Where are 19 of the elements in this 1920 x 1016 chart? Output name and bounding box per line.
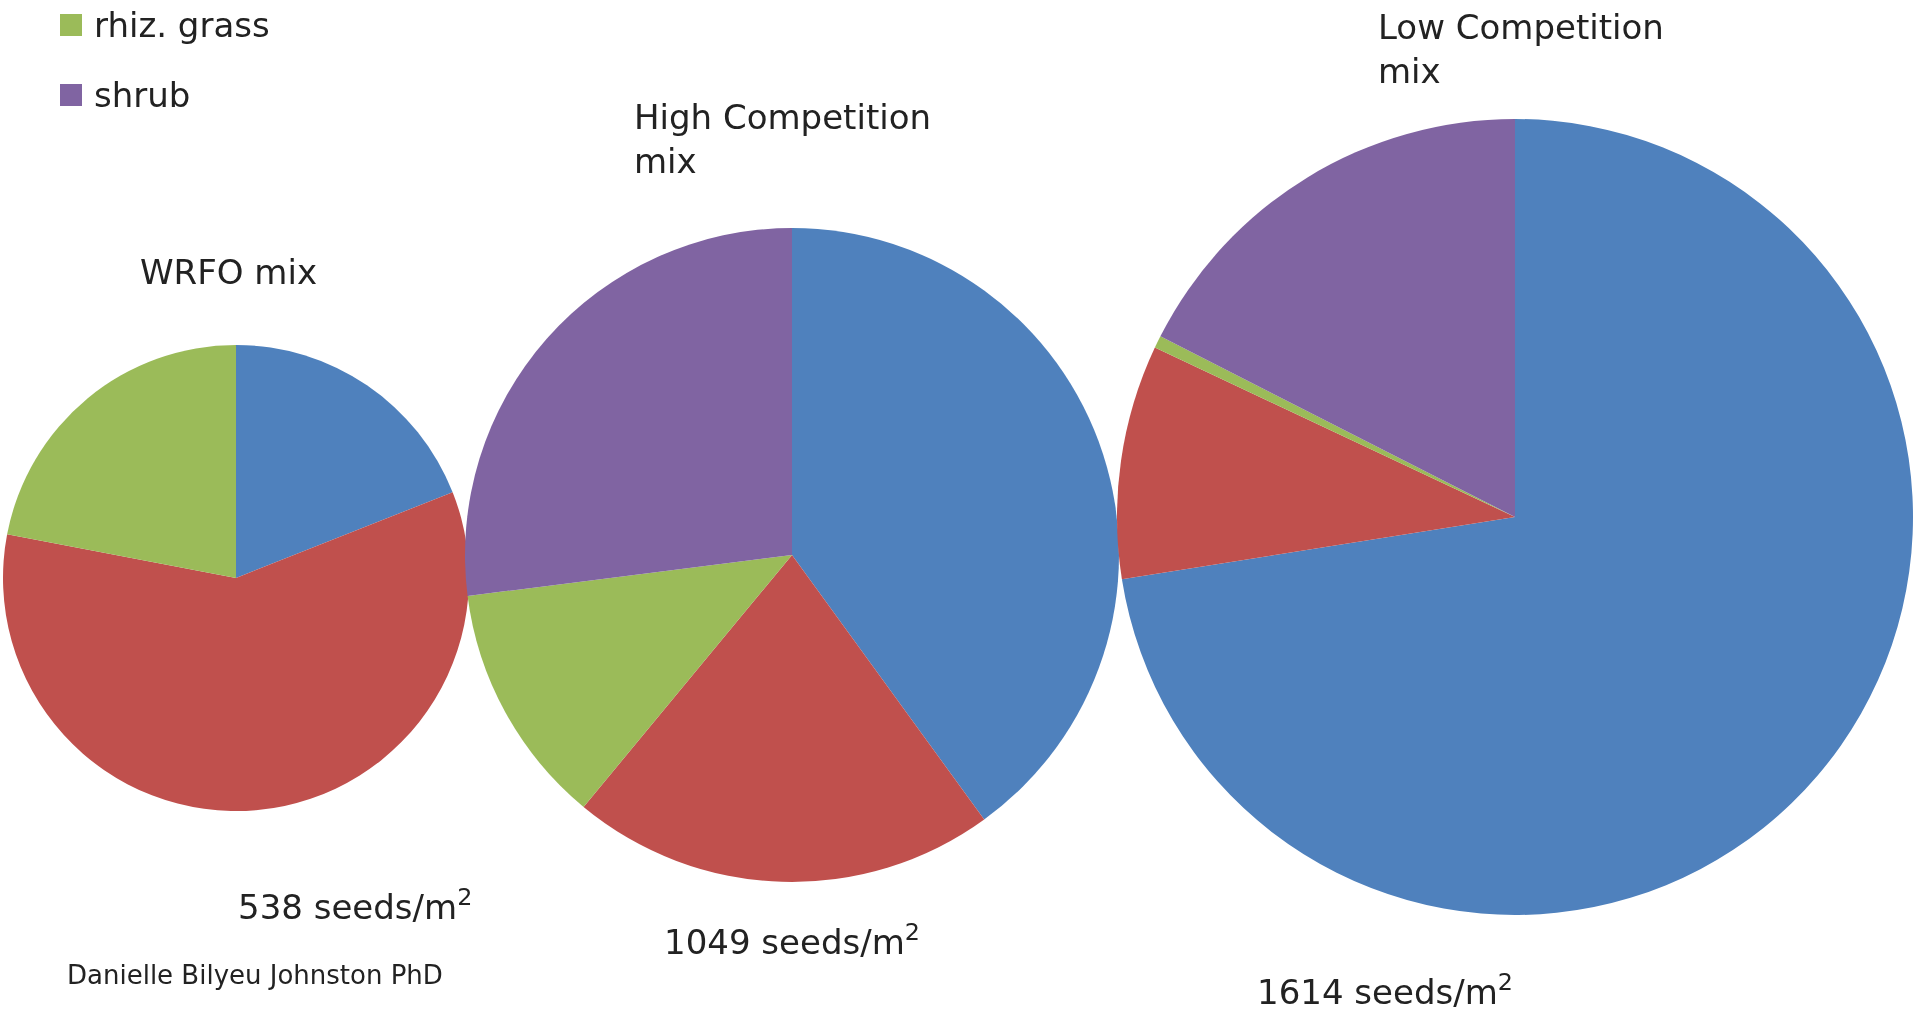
chart-title: Low Competition mix bbox=[1378, 7, 1664, 92]
text: 1049 seeds/m$^{2}$ bbox=[664, 918, 920, 963]
pie-slice bbox=[1117, 347, 1515, 580]
pie-slice bbox=[7, 345, 236, 578]
text: 1614 seeds/m$^{2}$ bbox=[1257, 968, 1513, 1013]
text: Danielle Bilyeu Johnston PhD bbox=[67, 960, 443, 990]
pie-slice bbox=[3, 492, 469, 811]
pie-slice bbox=[465, 228, 792, 596]
legend-label: shrub bbox=[94, 75, 191, 115]
text: WRFO mix bbox=[140, 252, 318, 292]
pie-slice bbox=[467, 555, 792, 807]
legend-label: rhiz. grass bbox=[94, 5, 270, 45]
pie-slice bbox=[583, 555, 985, 882]
text: 538 seeds/m$^{2}$ bbox=[238, 883, 473, 928]
chart-title: High Competition mix bbox=[634, 97, 932, 182]
pie-slice bbox=[1160, 119, 1515, 517]
pie-slice bbox=[1121, 119, 1913, 915]
pie-slice bbox=[236, 345, 453, 578]
pie-slice bbox=[792, 228, 1119, 820]
